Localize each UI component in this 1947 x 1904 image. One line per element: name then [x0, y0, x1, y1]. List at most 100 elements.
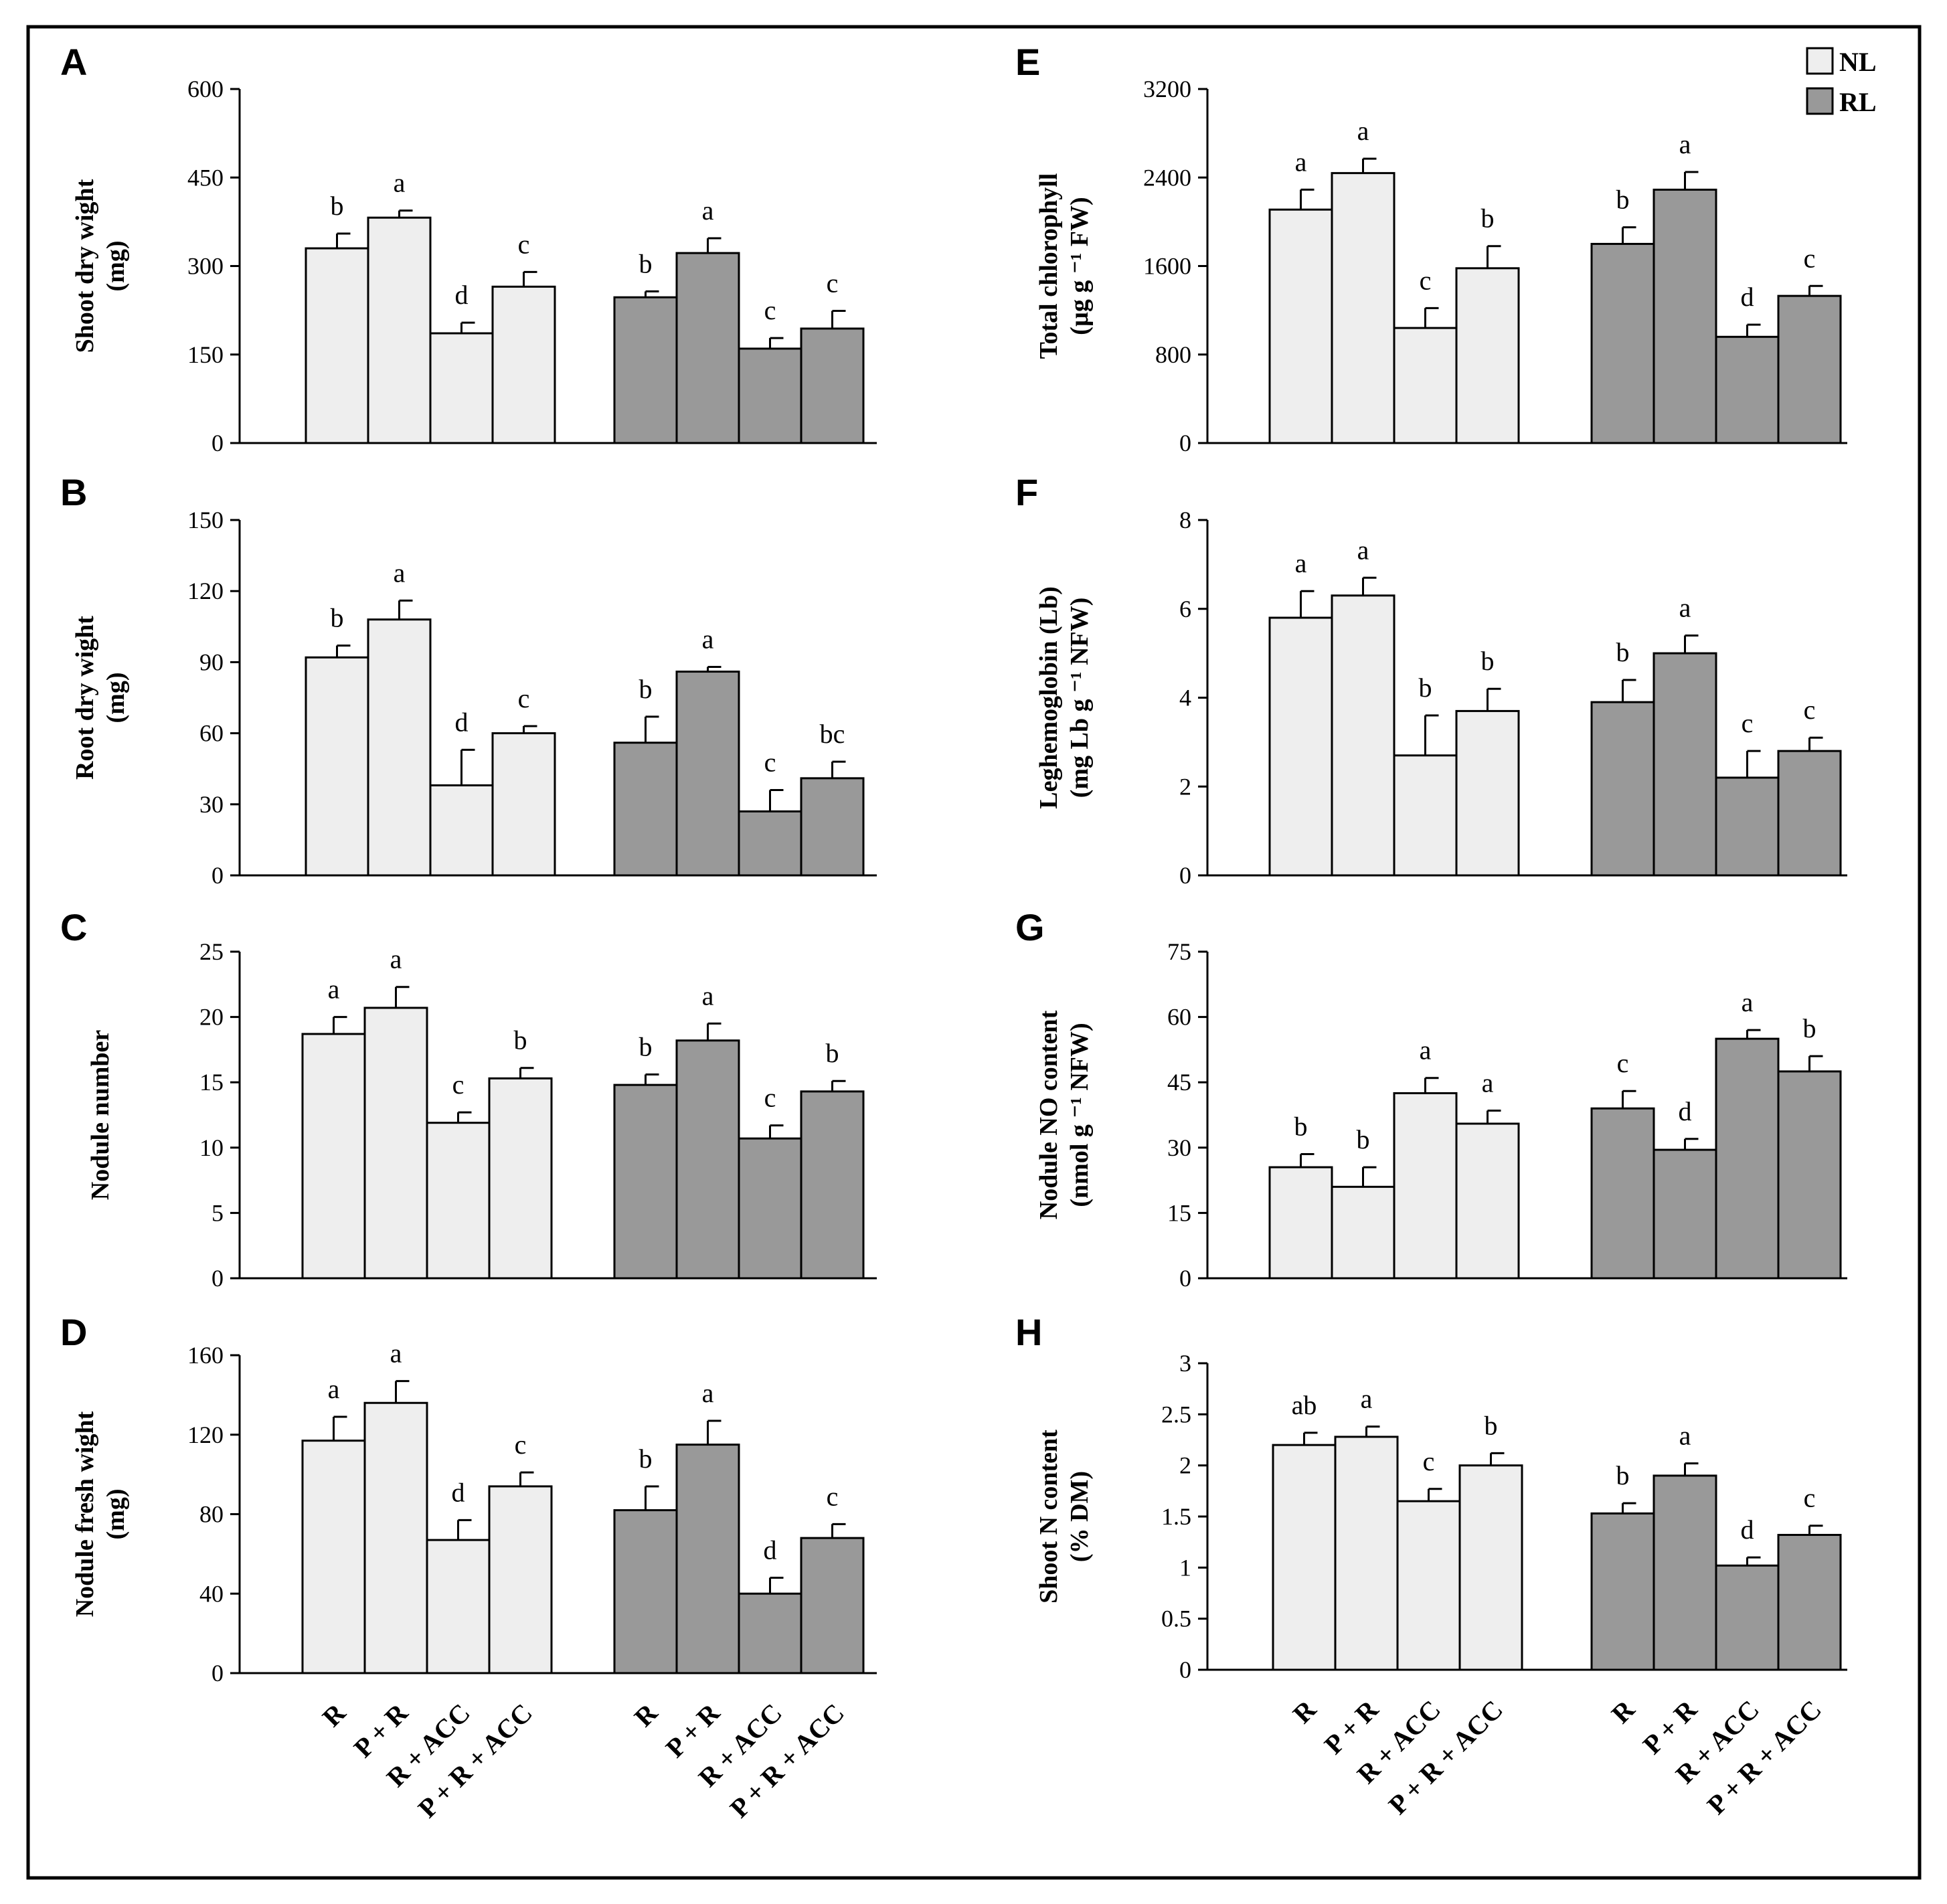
- y-axis-label: (nmol g ⁻¹ NFW): [1066, 1023, 1094, 1207]
- y-tick-label: 0: [1179, 1656, 1191, 1683]
- bar-rl: [800, 777, 865, 877]
- significance-letter: a: [394, 168, 406, 198]
- significance-letter: b: [1419, 673, 1432, 703]
- y-axis-label: Root dry wight: [71, 616, 99, 780]
- bar-rl: [738, 347, 802, 444]
- y-tick-label: 0: [211, 1265, 224, 1292]
- significance-letter: a: [328, 974, 340, 1005]
- bar-nl: [301, 1440, 366, 1674]
- significance-letter: a: [702, 1378, 714, 1408]
- bar-nl: [491, 732, 556, 877]
- bar-rl: [675, 1444, 740, 1674]
- bar-rl: [613, 296, 678, 444]
- significance-letter: c: [1742, 708, 1754, 738]
- significance-letter: b: [1481, 203, 1495, 234]
- y-tick-label: 0.5: [1161, 1606, 1191, 1632]
- significance-letter: b: [1616, 1460, 1630, 1490]
- significance-letter: c: [1804, 243, 1816, 273]
- bar-nl: [1268, 1166, 1333, 1280]
- y-tick-label: 10: [199, 1134, 224, 1161]
- y-tick-label: 15: [199, 1069, 224, 1096]
- y-axis-label: (mg): [102, 673, 130, 723]
- significance-letter: c: [827, 1481, 839, 1511]
- bar-rl: [613, 1084, 678, 1280]
- legend-label: NL: [1839, 47, 1877, 77]
- significance-letter: d: [1679, 1096, 1692, 1126]
- panel-letter: G: [1015, 906, 1045, 948]
- bar-nl: [429, 784, 494, 877]
- y-tick-label: 1.5: [1161, 1503, 1191, 1530]
- y-tick-label: 120: [187, 578, 224, 604]
- bar-nl: [1331, 594, 1395, 877]
- significance-letter: d: [764, 1535, 777, 1565]
- y-axis-label: Shoot N content: [1035, 1430, 1063, 1604]
- bar-nl: [1396, 1500, 1461, 1671]
- y-tick-label: 40: [199, 1580, 224, 1607]
- y-tick-label: 80: [199, 1501, 224, 1528]
- bar-nl: [491, 285, 556, 444]
- bar-rl: [1715, 1037, 1780, 1280]
- panel-c: C 0 5 10 15 20 25 Nodule number a a c b b a c b: [60, 906, 877, 1292]
- y-tick-label: 150: [187, 341, 224, 368]
- y-tick-label: 450: [187, 164, 224, 191]
- significance-letter: a: [1295, 147, 1307, 177]
- bar-rl: [613, 1509, 678, 1674]
- significance-letter: a: [1742, 987, 1754, 1017]
- bar-rl: [1590, 1512, 1655, 1671]
- significance-letter: a: [1482, 1067, 1494, 1098]
- y-tick-label: 8: [1179, 507, 1191, 533]
- y-tick-label: 75: [1167, 938, 1191, 965]
- bar-rl: [1590, 242, 1655, 444]
- panel-letter: D: [60, 1311, 87, 1353]
- significance-letter: d: [1741, 282, 1754, 312]
- significance-letter: c: [1804, 1483, 1816, 1513]
- bar-nl: [363, 1401, 428, 1674]
- bar-nl: [363, 1007, 428, 1280]
- significance-letter: a: [702, 624, 714, 654]
- y-tick-label: 1600: [1143, 253, 1191, 280]
- bar-nl: [1455, 709, 1520, 877]
- bar-nl: [1334, 1436, 1399, 1671]
- y-tick-label: 300: [187, 253, 224, 280]
- y-axis-label: (% DM): [1066, 1471, 1094, 1562]
- y-axis-label: Shoot dry wight: [71, 179, 99, 353]
- significance-letter: a: [1357, 116, 1369, 146]
- bar-nl: [1455, 267, 1520, 444]
- bar-nl: [367, 618, 432, 877]
- significance-letter: a: [394, 557, 406, 588]
- panel-a: A 0 150 300 450 600 Shoot dry wight (mg) b a d c b a c…: [60, 41, 877, 456]
- y-tick-label: 1: [1179, 1554, 1191, 1581]
- y-axis-label: (mg): [102, 241, 130, 292]
- significance-letter: c: [1804, 695, 1816, 725]
- significance-letter: b: [639, 1031, 653, 1061]
- y-axis-label: Nodule NO content: [1035, 1010, 1063, 1219]
- y-tick-label: 5: [211, 1199, 224, 1226]
- y-tick-label: 3: [1179, 1350, 1191, 1377]
- significance-letter: b: [639, 674, 653, 704]
- significance-letter: b: [1357, 1124, 1370, 1154]
- category-label: R: [1287, 1694, 1323, 1729]
- y-axis-label: (mg): [102, 1489, 130, 1540]
- bar-rl: [738, 1137, 802, 1280]
- bar-rl: [800, 1090, 865, 1280]
- significance-letter: a: [1420, 1035, 1432, 1065]
- bar-rl: [1590, 1107, 1655, 1280]
- y-tick-label: 0: [211, 430, 224, 456]
- bar-rl: [1715, 1564, 1780, 1671]
- bar-nl: [1458, 1464, 1523, 1671]
- y-tick-label: 120: [187, 1421, 224, 1448]
- panel-f: F 0 2 4 6 8 Leghemoglobin (Lb) (mg Lb g ⁻¹ NFW)…: [1015, 471, 1847, 889]
- y-axis-label: Nodule fresh wight: [71, 1411, 99, 1617]
- y-tick-label: 15: [1167, 1199, 1191, 1226]
- bar-nl: [1331, 1185, 1395, 1280]
- bar-nl: [305, 247, 369, 444]
- bar-nl: [1331, 172, 1395, 444]
- significance-letter: b: [1616, 185, 1630, 215]
- bar-rl: [800, 327, 865, 444]
- y-tick-label: 2400: [1143, 164, 1191, 191]
- significance-letter: a: [390, 1338, 402, 1369]
- bar-nl: [301, 1033, 366, 1280]
- y-tick-label: 3200: [1143, 76, 1191, 102]
- y-tick-label: 30: [1167, 1134, 1191, 1161]
- significance-letter: c: [452, 1069, 464, 1100]
